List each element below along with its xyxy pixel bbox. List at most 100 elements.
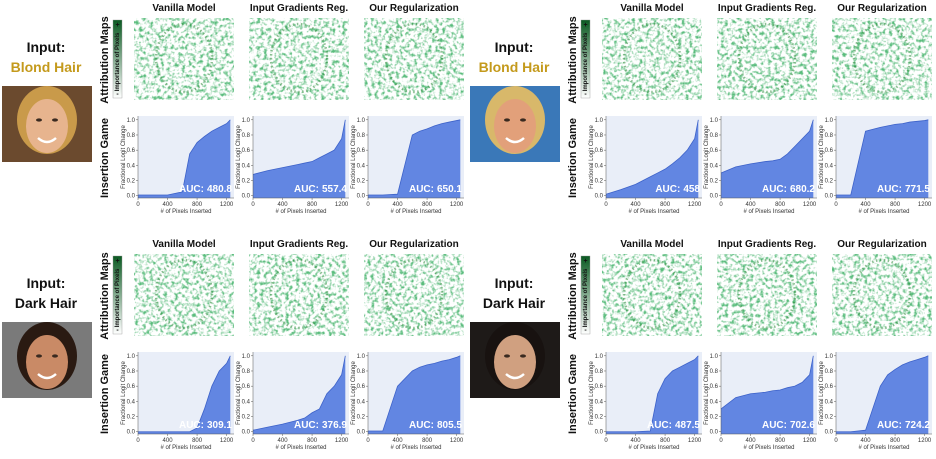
attribution-map (249, 18, 349, 100)
x-tick-label: 0 (719, 438, 723, 444)
y-tick-label: 0.8 (825, 369, 834, 375)
x-tick-label: 1200 (220, 202, 234, 208)
y-tick-label: 0.4 (595, 399, 604, 405)
y-tick-label: 1.0 (825, 354, 834, 360)
method-title: Our Regularization (837, 239, 926, 250)
x-tick-label: 400 (278, 202, 289, 208)
x-axis-label: # of Pixels Inserted (390, 209, 441, 215)
input-image (470, 86, 560, 162)
auc-value: 650.1 (437, 184, 462, 195)
y-tick-label: 0.8 (357, 133, 366, 139)
input-title: Input: (495, 39, 534, 55)
colorbar-high: + (115, 22, 119, 29)
y-tick-label: 0.2 (242, 415, 251, 421)
y-axis-label: Fractional Logit Change (121, 360, 127, 424)
auc-label: AUC: 487.5 (647, 420, 700, 431)
y-tick-label: 0.0 (595, 194, 604, 200)
y-tick-label: 0.6 (595, 384, 604, 390)
y-tick-label: 0.2 (127, 415, 136, 421)
x-tick-label: 0 (834, 438, 838, 444)
x-tick-label: 0 (366, 438, 370, 444)
colorbar-low: - (116, 91, 119, 98)
map-face-outline (852, 258, 912, 330)
auc-prefix: AUC: (294, 420, 319, 431)
y-axis-label: Fractional Logit Change (121, 124, 127, 188)
curve (605, 119, 699, 195)
x-axis-label: # of Pixels Inserted (628, 445, 679, 451)
map-face-outline (269, 22, 329, 94)
y-axis-label: Fractional Logit Change (819, 124, 825, 188)
x-axis-label: # of Pixels Inserted (628, 209, 679, 215)
auc-value: 376.9 (322, 420, 347, 431)
input-attribute: Dark Hair (483, 295, 546, 311)
attribution-map (832, 18, 932, 100)
y-tick-label: 0.4 (127, 163, 136, 169)
y-tick-label: 0.0 (825, 430, 834, 436)
method-title: Vanilla Model (152, 239, 216, 250)
auc-value: 680.2 (790, 184, 815, 195)
x-tick-label: 1200 (450, 202, 464, 208)
curve (368, 119, 461, 196)
x-tick-label: 400 (631, 438, 642, 444)
method-title: Input Gradients Reg. (718, 239, 817, 250)
map-face-outline (852, 22, 912, 94)
x-tick-label: 800 (660, 438, 671, 444)
row-label: Insertion Game (99, 354, 111, 434)
method-title: Our Regularization (369, 3, 458, 14)
x-tick-label: 1200 (918, 202, 932, 208)
y-tick-label: 1.0 (127, 118, 136, 124)
colorbar-low: - (584, 327, 587, 334)
x-tick-label: 400 (631, 202, 642, 208)
y-tick-label: 1.0 (357, 118, 366, 124)
y-axis-label: Fractional Logit Change (704, 124, 710, 188)
auc-prefix: AUC: (762, 184, 787, 195)
auc-prefix: AUC: (647, 420, 672, 431)
y-tick-label: 0.0 (357, 430, 366, 436)
input-title: Input: (495, 275, 534, 291)
y-tick-label: 0.2 (357, 415, 366, 421)
x-tick-label: 400 (163, 438, 174, 444)
attribution-map (134, 254, 234, 336)
face (26, 335, 68, 389)
x-tick-label: 1200 (803, 202, 817, 208)
area-fill (606, 355, 699, 434)
y-axis-label: Fractional Logit Change (819, 360, 825, 424)
auc-label: AUC: 480.8 (179, 184, 232, 195)
y-tick-label: 0.4 (825, 399, 834, 405)
auc-value: 309.1 (207, 420, 232, 431)
eye (520, 354, 526, 358)
y-tick-label: 0.6 (825, 384, 834, 390)
attribution-map (717, 254, 817, 336)
auc-value: 771.5 (905, 184, 930, 195)
x-tick-label: 0 (251, 202, 255, 208)
y-tick-label: 0.2 (595, 179, 604, 185)
y-tick-label: 0.4 (825, 163, 834, 169)
y-tick-label: 0.2 (242, 179, 251, 185)
x-tick-label: 800 (775, 438, 786, 444)
auc-prefix: AUC: (762, 420, 787, 431)
auc-value: 702.6 (790, 420, 815, 431)
input-attribute: Blond Hair (11, 59, 82, 75)
face (494, 335, 536, 389)
colorbar-high: + (115, 258, 119, 265)
map-face-outline (154, 258, 214, 330)
y-tick-label: 1.0 (825, 118, 834, 124)
x-tick-label: 1200 (918, 438, 932, 444)
y-tick-label: 0.8 (710, 369, 719, 375)
y-tick-label: 1.0 (710, 118, 719, 124)
y-tick-label: 0.6 (825, 148, 834, 154)
y-tick-label: 0.0 (710, 430, 719, 436)
auc-value: 487.5 (675, 420, 700, 431)
y-tick-label: 0.6 (242, 148, 251, 154)
x-tick-label: 0 (136, 202, 140, 208)
y-axis-label: Fractional Logit Change (236, 360, 242, 424)
row-label: Insertion Game (99, 118, 111, 198)
y-tick-label: 0.0 (242, 430, 251, 436)
y-tick-label: 0.4 (710, 163, 719, 169)
auc-label: AUC: 376.9 (294, 420, 347, 431)
auc-label: AUC: 805.5 (409, 420, 462, 431)
y-tick-label: 0.8 (242, 369, 251, 375)
eye (36, 354, 42, 358)
y-tick-label: 0.6 (357, 384, 366, 390)
eye (52, 118, 58, 122)
